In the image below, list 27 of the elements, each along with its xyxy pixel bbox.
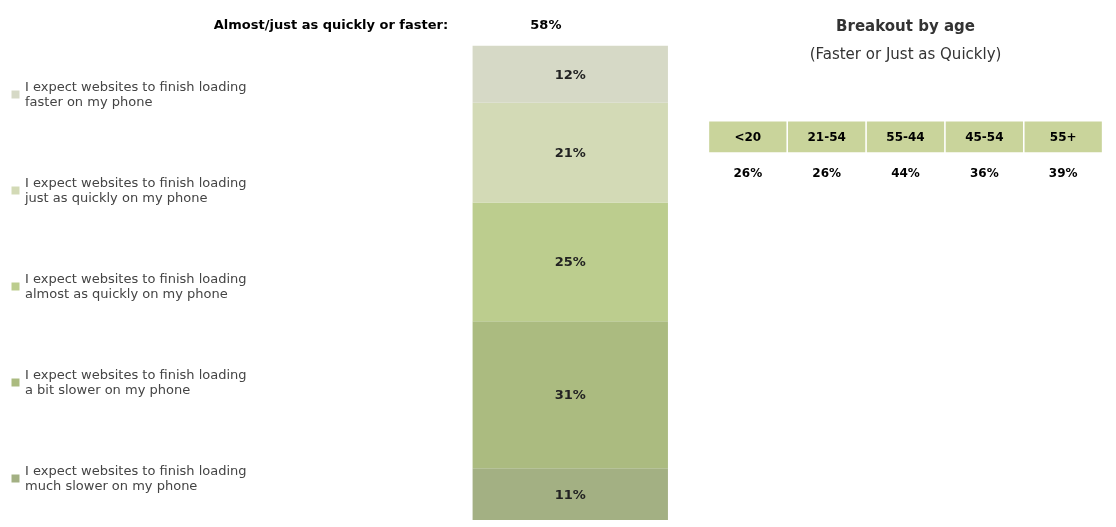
data-label: 11% [554, 486, 586, 502]
text: (Faster or Just as Quickly) [809, 45, 1002, 64]
data-label: 25% [554, 254, 586, 270]
text: 44% [891, 165, 920, 180]
data-label: 12% [554, 66, 586, 82]
legend-label: I expect websites to finish loading a bit slower on my phone [25, 366, 247, 399]
category-label: 55-44 [886, 130, 925, 145]
legend-label: I expect websites to finish loading faster on my phone [25, 78, 247, 111]
legend-label: I expect websites to finish loading almost as quickly on my phone [25, 270, 247, 303]
text: Breakout by age [836, 17, 975, 36]
category-label: 55+ [1049, 130, 1077, 145]
category-label: 45-54 [965, 130, 1004, 145]
bar [472, 45, 668, 103]
data-label: 31% [554, 387, 586, 403]
text: 58% [530, 16, 562, 32]
category-label: <20 [734, 129, 762, 144]
bar [472, 102, 668, 203]
text: Almost/just as quickly or faster: [213, 16, 449, 32]
legend-label: I expect websites to finish loading much slower on my phone [25, 462, 247, 495]
data-label: 21% [554, 145, 586, 161]
text: 39% [1048, 165, 1078, 180]
category-label: 21-54 [807, 130, 846, 145]
legend-label: I expect websites to finish loading just as quickly on my phone [25, 174, 247, 207]
text: 26% [812, 165, 842, 180]
text: 36% [969, 165, 999, 180]
bar [472, 202, 668, 322]
text: 26% [733, 165, 763, 180]
